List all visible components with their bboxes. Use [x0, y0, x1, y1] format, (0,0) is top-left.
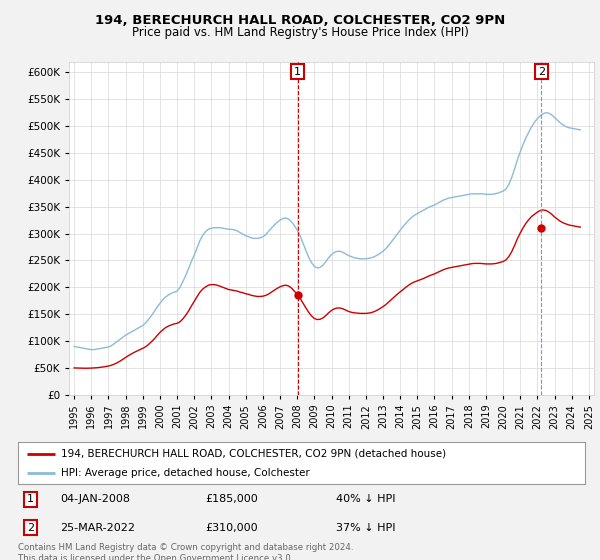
Text: 194, BERECHURCH HALL ROAD, COLCHESTER, CO2 9PN: 194, BERECHURCH HALL ROAD, COLCHESTER, C… [95, 14, 505, 27]
Text: 40% ↓ HPI: 40% ↓ HPI [335, 494, 395, 505]
Text: HPI: Average price, detached house, Colchester: HPI: Average price, detached house, Colc… [61, 468, 309, 478]
Text: 37% ↓ HPI: 37% ↓ HPI [335, 522, 395, 533]
Text: £310,000: £310,000 [205, 522, 258, 533]
Text: 2: 2 [27, 522, 34, 533]
Text: 1: 1 [27, 494, 34, 505]
Text: 1: 1 [294, 67, 301, 77]
Text: 194, BERECHURCH HALL ROAD, COLCHESTER, CO2 9PN (detached house): 194, BERECHURCH HALL ROAD, COLCHESTER, C… [61, 449, 446, 459]
Text: Price paid vs. HM Land Registry's House Price Index (HPI): Price paid vs. HM Land Registry's House … [131, 26, 469, 39]
Text: Contains HM Land Registry data © Crown copyright and database right 2024.
This d: Contains HM Land Registry data © Crown c… [18, 543, 353, 560]
Text: 04-JAN-2008: 04-JAN-2008 [61, 494, 131, 505]
Text: 2: 2 [538, 67, 545, 77]
Text: £185,000: £185,000 [205, 494, 258, 505]
Text: 25-MAR-2022: 25-MAR-2022 [61, 522, 136, 533]
